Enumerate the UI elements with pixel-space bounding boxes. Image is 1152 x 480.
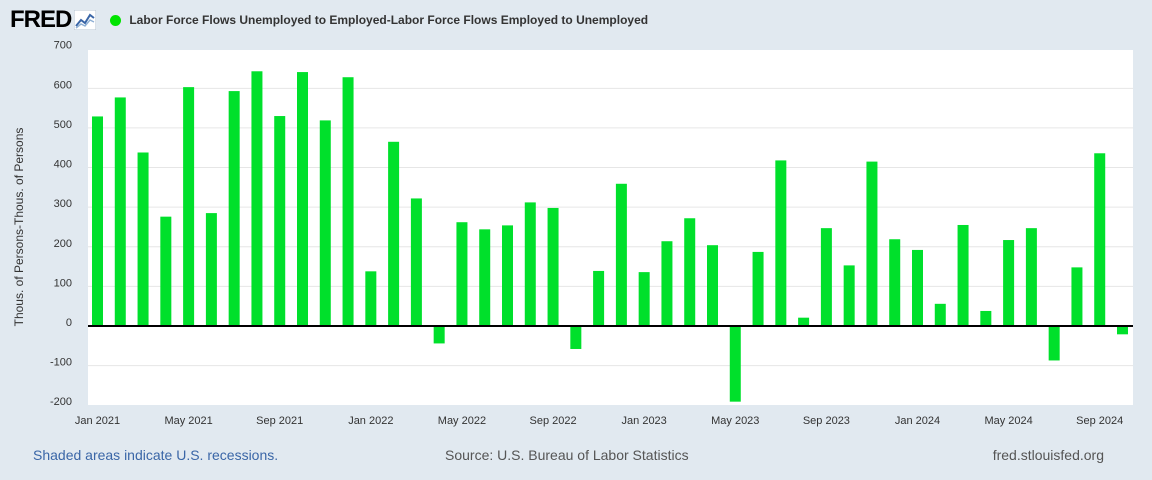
bar-2021-05[interactable] bbox=[183, 87, 195, 326]
y-tick-label: 400 bbox=[54, 159, 72, 171]
plot-area bbox=[88, 50, 1133, 405]
bars bbox=[92, 71, 1128, 402]
x-tick-label: Sep 2023 bbox=[803, 415, 850, 427]
bar-2023-11[interactable] bbox=[866, 161, 878, 326]
fred-logo[interactable]: FRED bbox=[10, 6, 72, 33]
bar-2022-09[interactable] bbox=[547, 207, 559, 326]
bar-2023-04[interactable] bbox=[707, 245, 718, 326]
bar-2021-07[interactable] bbox=[228, 91, 240, 326]
bar-2023-08[interactable] bbox=[798, 317, 810, 326]
bar-2024-08[interactable] bbox=[1071, 267, 1083, 326]
bar-2022-02[interactable] bbox=[388, 141, 400, 326]
bar-2024-07[interactable] bbox=[1048, 326, 1060, 361]
y-tick-label: 500 bbox=[54, 119, 72, 131]
y-axis-label: Thous. of Persons-Thous. of Persons bbox=[12, 128, 26, 327]
x-tick-label: Jan 2022 bbox=[348, 415, 393, 427]
bar-2021-03[interactable] bbox=[137, 152, 149, 326]
bar-2022-04[interactable] bbox=[433, 326, 445, 344]
bar-2021-12[interactable] bbox=[342, 77, 354, 326]
bar-2023-06[interactable] bbox=[752, 251, 764, 326]
bar-2024-02[interactable] bbox=[934, 303, 946, 326]
x-tick-label: Jan 2021 bbox=[75, 415, 120, 427]
y-tick-label: 700 bbox=[54, 40, 72, 52]
bar-2021-04[interactable] bbox=[160, 216, 172, 326]
chart-header: FRED Labor Force Flows Unemployed to Emp… bbox=[10, 6, 648, 34]
x-tick-label: Jan 2024 bbox=[895, 415, 940, 427]
fred-chart-icon bbox=[74, 10, 97, 30]
bar-2024-03[interactable] bbox=[957, 224, 969, 326]
bar-2024-09[interactable] bbox=[1094, 153, 1106, 326]
bar-2024-06[interactable] bbox=[1025, 228, 1037, 326]
bar-2022-01[interactable] bbox=[365, 271, 377, 326]
x-tick-label: Sep 2024 bbox=[1076, 415, 1123, 427]
bar-2024-01[interactable] bbox=[912, 249, 923, 326]
bar-2022-05[interactable] bbox=[456, 222, 468, 326]
x-tick-label: May 2023 bbox=[711, 415, 759, 427]
bar-2024-04[interactable] bbox=[980, 310, 992, 326]
x-tick-label: Sep 2022 bbox=[530, 415, 577, 427]
bar-2022-06[interactable] bbox=[479, 229, 491, 326]
x-axis-ticks: Jan 2021 May 2021 Sep 2021 Jan 2022 May 2022… bbox=[75, 415, 1123, 427]
x-tick-label: May 2021 bbox=[164, 415, 212, 427]
y-axis-ticks: -200 -100 0 100 200 300 400 500 600 700 bbox=[50, 40, 72, 409]
y-tick-label: 300 bbox=[54, 198, 72, 210]
bar-2022-03[interactable] bbox=[410, 198, 422, 326]
bar-2024-05[interactable] bbox=[1003, 240, 1015, 326]
legend-marker bbox=[110, 14, 122, 26]
bar-2022-10[interactable] bbox=[570, 326, 582, 349]
bar-2022-08[interactable] bbox=[524, 202, 536, 326]
bar-2023-05[interactable] bbox=[729, 326, 741, 402]
x-tick-label: May 2024 bbox=[984, 415, 1032, 427]
y-tick-label: 200 bbox=[54, 238, 72, 250]
bar-2021-11[interactable] bbox=[319, 120, 331, 327]
x-tick-label: Jan 2023 bbox=[622, 415, 667, 427]
bar-2023-01[interactable] bbox=[638, 272, 650, 326]
y-tick-label: 100 bbox=[54, 277, 72, 289]
source-note: Source: U.S. Bureau of Labor Statistics bbox=[445, 447, 689, 463]
y-tick-label: -200 bbox=[50, 396, 72, 408]
x-tick-label: Sep 2021 bbox=[256, 415, 303, 427]
bar-2024-10[interactable] bbox=[1117, 326, 1128, 335]
bar-2021-06[interactable] bbox=[205, 213, 217, 326]
bar-2023-02[interactable] bbox=[661, 241, 673, 326]
bar-2022-11[interactable] bbox=[593, 270, 605, 326]
bar-2022-07[interactable] bbox=[502, 225, 513, 326]
bar-2021-09[interactable] bbox=[274, 116, 286, 326]
bar-2023-03[interactable] bbox=[684, 218, 696, 326]
bar-2021-01[interactable] bbox=[92, 116, 103, 326]
bar-2021-02[interactable] bbox=[114, 97, 126, 327]
bar-2023-07[interactable] bbox=[775, 160, 787, 326]
bar-2023-12[interactable] bbox=[889, 239, 901, 326]
x-tick-label: May 2022 bbox=[438, 415, 486, 427]
bar-2022-12[interactable] bbox=[615, 183, 627, 326]
bar-chart: -200 -100 0 100 200 300 400 500 600 700 Jan 2021 M… bbox=[12, 40, 1133, 427]
bar-2023-10[interactable] bbox=[843, 265, 855, 326]
bar-2021-10[interactable] bbox=[297, 72, 308, 326]
y-tick-label: -100 bbox=[50, 357, 72, 369]
y-tick-label: 0 bbox=[66, 317, 72, 329]
bar-2021-08[interactable] bbox=[251, 71, 263, 326]
y-tick-label: 600 bbox=[54, 79, 72, 91]
site-link[interactable]: fred.stlouisfed.org bbox=[992, 447, 1104, 463]
bar-2023-09[interactable] bbox=[820, 228, 832, 326]
legend-label: Labor Force Flows Unemployed to Employed… bbox=[129, 13, 649, 27]
recession-note[interactable]: Shaded areas indicate U.S. recessions. bbox=[33, 447, 279, 463]
